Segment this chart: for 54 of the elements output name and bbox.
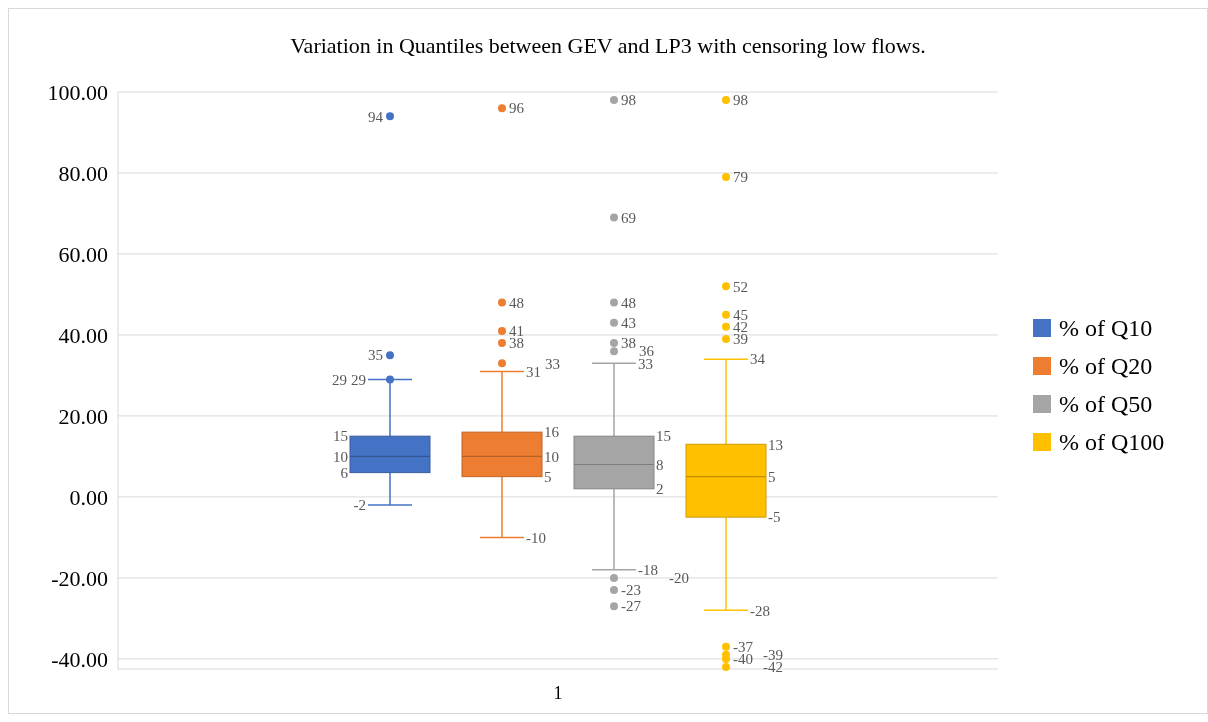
annotation: 39	[733, 331, 748, 348]
legend-label: % of Q100	[1059, 429, 1165, 456]
annotation: 34	[750, 351, 766, 368]
annotation: -5	[768, 509, 781, 526]
y-tick-label: 40.00	[58, 322, 108, 348]
annotation: -18	[638, 562, 658, 579]
y-tick-label: -40.00	[51, 646, 108, 672]
annotation: -23	[621, 582, 641, 599]
annotation: 94	[368, 108, 384, 125]
annotation: 10	[333, 448, 348, 465]
legend-label: % of Q50	[1059, 391, 1153, 418]
annotation: -42	[763, 659, 783, 676]
annotation: 48	[621, 294, 636, 311]
x-tick-label: 1	[553, 683, 563, 703]
annotation: 10	[544, 448, 559, 465]
annotation: 29	[351, 371, 366, 388]
annotation: 5	[768, 468, 776, 485]
y-tick-label: 100.00	[47, 79, 108, 105]
annotation: 16	[544, 424, 560, 441]
y-tick-label: -20.00	[51, 565, 108, 591]
annotation: 52	[733, 278, 748, 295]
annotation: 29	[332, 371, 347, 388]
annotation: 8	[656, 456, 664, 473]
annotation: 79	[733, 169, 748, 186]
legend-label: % of Q10	[1059, 315, 1153, 342]
annotation: 98	[621, 92, 636, 109]
annotation: 48	[509, 294, 524, 311]
annotation: 2	[656, 481, 664, 498]
annotation: 31	[526, 363, 541, 380]
annotation: -10	[526, 529, 546, 546]
annotation: 38	[621, 335, 636, 352]
annotation: -27	[621, 598, 642, 615]
chart-title: Variation in Quantiles between GEV and LP3 with censoring low flows.	[290, 33, 926, 58]
annotation: 98	[733, 92, 748, 109]
legend-label: % of Q20	[1059, 353, 1153, 380]
annotation: -20	[669, 570, 689, 587]
annotation: 96	[509, 100, 525, 117]
annotation: 5	[544, 468, 552, 485]
annotation: 69	[621, 209, 636, 226]
y-tick-label: 0.00	[69, 484, 108, 510]
annotation: 43	[621, 315, 636, 332]
annotation: 15	[333, 428, 348, 445]
annotation: 6	[340, 464, 349, 481]
annotation: 38	[509, 335, 524, 352]
y-tick-label: 80.00	[58, 160, 108, 186]
annotation: 13	[768, 436, 783, 453]
y-tick-label: 60.00	[58, 241, 108, 267]
annotation: 35	[368, 347, 383, 364]
y-tick-label: 20.00	[58, 403, 108, 429]
annotation: 15	[656, 428, 671, 445]
annotation: -28	[750, 602, 770, 619]
annotation: 45	[733, 306, 748, 323]
annotation: 33	[545, 355, 560, 372]
annotation: -2	[353, 497, 366, 514]
